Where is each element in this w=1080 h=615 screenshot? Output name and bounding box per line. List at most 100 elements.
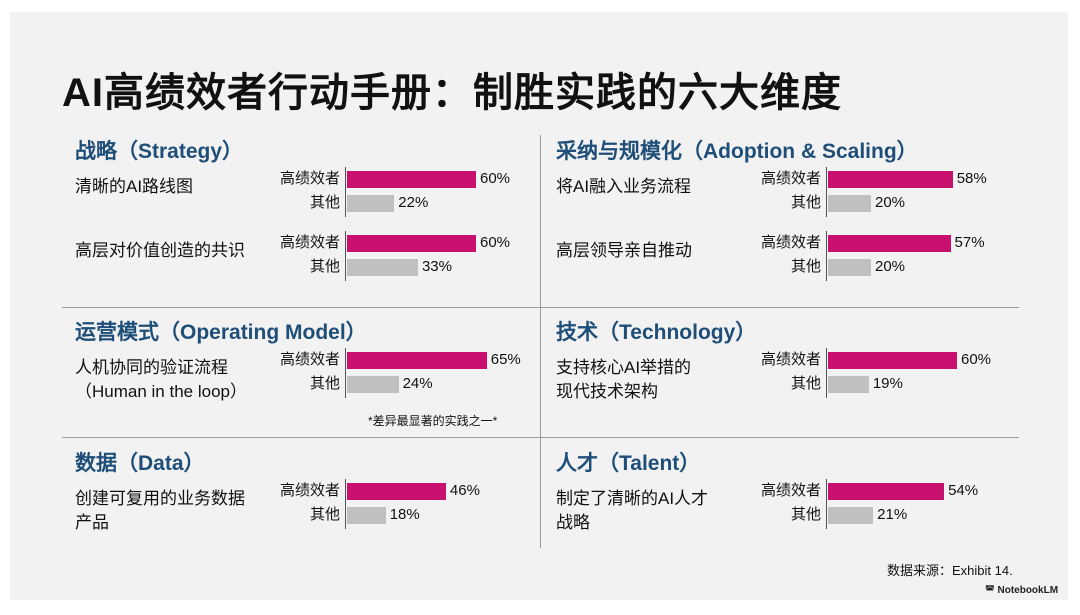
series-label: 其他 [790,375,821,392]
axis-line [826,167,827,217]
page-title: AI高绩效者行动手册：制胜实践的六大维度 [62,71,842,115]
series-label: 高绩效者 [760,351,821,368]
chart-section: 采纳与规模化（Adoption & Scaling） 将AI融入业务流程 高绩效者 5… [556,137,1016,295]
chart-item: 创建可复用的业务数据 产品 高绩效者 46% 其他 18% [75,479,535,543]
bar-row-high-performers: 高绩效者 58% [556,169,1016,189]
bar-high-performers [828,235,951,252]
bar-row-high-performers: 高绩效者 60% [75,169,535,189]
brand-name: NotebookLM [997,585,1059,596]
data-label: 19% [872,375,903,392]
bar-others [347,195,395,212]
axis-line [345,167,346,217]
data-label: 46% [449,482,480,499]
chart-item: 高层领导亲自推动 高绩效者 57% 其他 20% [556,231,1016,295]
data-label: 60% [961,351,992,368]
horizontal-divider [62,307,1019,308]
series-label: 高绩效者 [279,351,340,368]
section-title: 技术（Technology） [556,321,757,344]
bar-row-high-performers: 高绩效者 65% [75,350,535,370]
bar-high-performers [347,352,487,369]
item-label: 制定了清晰的AI人才 战略 [556,489,709,532]
bar-high-performers [347,235,476,252]
notebooklm-icon: ◚ [985,585,998,596]
bar-row-others: 其他 21% [556,505,1016,525]
chart-item: 将AI融入业务流程 高绩效者 58% 其他 20% [556,167,1016,231]
data-label: 65% [490,351,521,368]
bar-row-high-performers: 高绩效者 60% [75,233,535,253]
section-title: 采纳与规模化（Adoption & Scaling） [556,140,918,163]
bar-row-others: 其他 18% [75,505,535,525]
series-label: 高绩效者 [279,482,340,499]
bar-others [828,376,869,393]
section-title: 运营模式（Operating Model） [75,321,367,344]
item-label: 将AI融入业务流程 [556,177,692,196]
axis-line [345,479,346,529]
data-label: 54% [948,482,979,499]
bar-row-high-performers: 高绩效者 46% [75,481,535,501]
section-title: 人才（Talent） [556,452,701,475]
bar-row-others: 其他 20% [556,193,1016,213]
axis-line [826,348,827,398]
chart-section: 运营模式（Operating Model） 人机协同的验证流程 （Human in … [75,318,535,412]
data-label: 21% [877,506,908,523]
section-title: 数据（Data） [75,452,205,475]
bar-row-high-performers: 高绩效者 60% [556,350,1016,370]
series-label: 其他 [309,506,340,523]
data-source: 数据来源：Exhibit 14. [887,563,1013,578]
series-label: 其他 [309,194,340,211]
chart-item: 支持核心AI举措的 现代技术架构 高绩效者 60% 其他 19% [556,348,1016,412]
data-label: 18% [389,506,420,523]
bar-others [828,259,871,276]
bar-row-others: 其他 22% [75,193,535,213]
slide [10,12,1068,600]
chart-section: 技术（Technology） 支持核心AI举措的 现代技术架构 高绩效者 60% 其他 19… [556,318,1016,412]
series-label: 其他 [790,506,821,523]
data-label: 22% [398,194,429,211]
bar-others [828,195,871,212]
axis-line [345,231,346,281]
chart-section: 数据（Data） 创建可复用的业务数据 产品 高绩效者 46% 其他 18% [75,449,535,543]
data-label: 57% [954,234,985,251]
brand-logo: ◚ NotebookLM [985,585,1058,596]
data-label: 20% [875,258,906,275]
series-label: 其他 [309,258,340,275]
data-label: 58% [956,170,987,187]
bar-row-high-performers: 高绩效者 54% [556,481,1016,501]
series-label: 其他 [309,375,340,392]
chart-item: 人机协同的验证流程 （Human in the loop） 高绩效者 65% 其他 24% [75,348,535,412]
bar-row-others: 其他 24% [75,374,535,394]
bar-others [347,507,386,524]
section-title: 战略（Strategy） [75,140,244,163]
bar-row-high-performers: 高绩效者 57% [556,233,1016,253]
chart-section: 战略（Strategy） 清晰的AI路线图 高绩效者 60% 其他 22% 高层对价值创造的… [75,137,535,295]
axis-line [826,231,827,281]
bar-high-performers [828,483,945,500]
bar-high-performers [828,171,953,188]
bar-high-performers [828,352,957,369]
data-label: 33% [421,258,452,275]
item-label: 高层对价值创造的共识 [75,241,245,260]
series-label: 其他 [790,194,821,211]
series-label: 高绩效者 [279,234,340,251]
data-label: 20% [875,194,906,211]
bar-high-performers [347,171,476,188]
item-label: 支持核心AI举措的 现代技术架构 [556,358,692,401]
vertical-divider [540,135,541,548]
data-label: 60% [480,170,511,187]
series-label: 高绩效者 [760,482,821,499]
series-label: 高绩效者 [760,170,821,187]
bar-high-performers [347,483,446,500]
data-label: 24% [402,375,433,392]
item-label: 高层领导亲自推动 [556,241,692,260]
item-label: 清晰的AI路线图 [75,177,194,196]
item-label: 创建可复用的业务数据 产品 [75,489,245,532]
series-label: 高绩效者 [760,234,821,251]
chart-item: 高层对价值创造的共识 高绩效者 60% 其他 33% [75,231,535,295]
horizontal-divider [62,437,1019,438]
bar-row-others: 其他 19% [556,374,1016,394]
chart-item: 清晰的AI路线图 高绩效者 60% 其他 22% [75,167,535,231]
footnote: *差异最显著的实践之一* [368,414,498,428]
bar-row-others: 其他 33% [75,257,535,277]
axis-line [826,479,827,529]
bar-others [347,376,399,393]
